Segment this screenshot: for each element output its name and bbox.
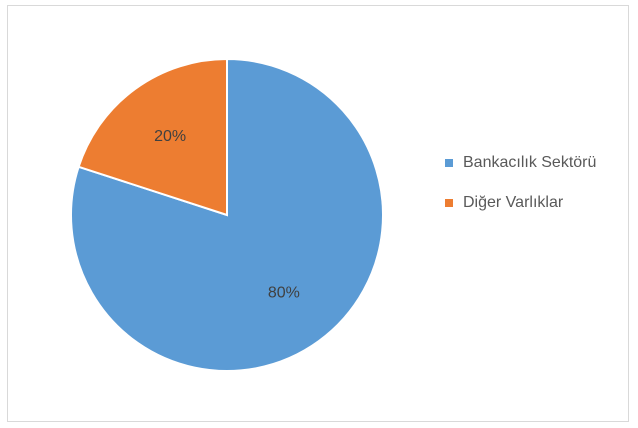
chart-area: 80% 20% Bankacılık Sektörü Diğer Varlıkla… <box>7 5 629 422</box>
pie-slice-bankacilik <box>70 57 384 372</box>
legend-label-bankacilik: Bankacılık Sektörü <box>463 154 597 171</box>
data-label-diger: 20% <box>154 128 186 145</box>
pie-slices <box>70 57 384 372</box>
legend-label-diger: Diğer Varlıklar <box>463 194 564 211</box>
pie-slice-diger <box>77 57 228 217</box>
legend-item-bankacilik: Bankacılık Sektörü <box>445 151 625 175</box>
legend-item-diger: Diğer Varlıklar <box>445 191 625 215</box>
legend-swatch-bankacilik <box>445 159 453 167</box>
legend-swatch-diger <box>445 199 453 207</box>
data-label-bankacilik: 80% <box>268 284 300 301</box>
pie-chart: 80% 20% <box>70 57 384 372</box>
pie-data-labels: 80% 20% <box>154 128 300 302</box>
legend: Bankacılık Sektörü Diğer Varlıklar <box>445 151 625 231</box>
